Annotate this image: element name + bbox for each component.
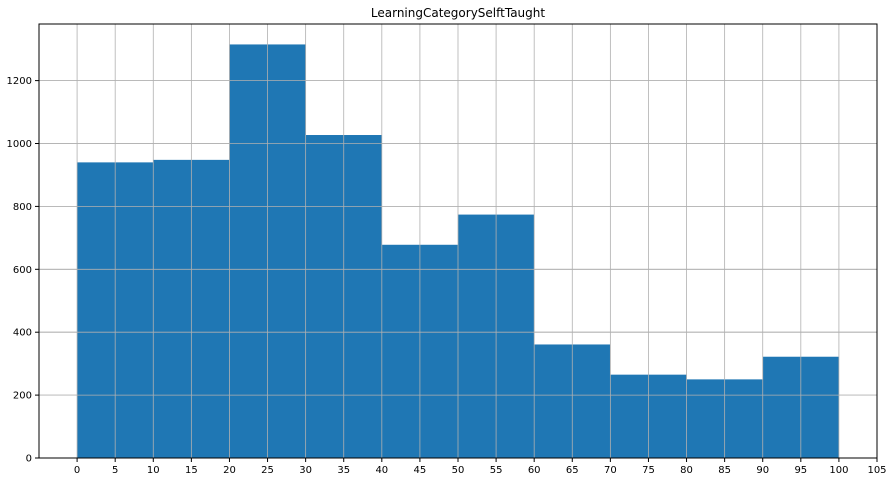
vertical-gridlines bbox=[39, 24, 878, 459]
x-tick-label: 65 bbox=[566, 465, 579, 476]
x-tick-label: 15 bbox=[185, 465, 198, 476]
x-tick-label: 50 bbox=[452, 465, 465, 476]
x-tick-label: 75 bbox=[642, 465, 655, 476]
x-axis-ticks: 0 5 10 15 20 25 30 35 40 45 50 55 60 65 70 75 80 85 90 95 10… bbox=[74, 458, 887, 476]
x-tick-label: 60 bbox=[528, 465, 541, 476]
x-tick-label: 100 bbox=[829, 465, 848, 476]
y-tick-label: 1200 bbox=[7, 76, 32, 87]
x-tick-label: 85 bbox=[718, 465, 731, 476]
x-tick-label: 30 bbox=[299, 465, 312, 476]
x-tick-label: 35 bbox=[337, 465, 350, 476]
x-tick-label: 55 bbox=[490, 465, 503, 476]
x-tick-label: 5 bbox=[112, 465, 118, 476]
x-tick-label: 95 bbox=[794, 465, 807, 476]
y-tick-label: 600 bbox=[13, 265, 32, 276]
y-tick-label: 400 bbox=[13, 328, 32, 339]
x-tick-label: 40 bbox=[375, 465, 388, 476]
chart-title: LearningCategorySelftTaught bbox=[371, 6, 545, 20]
y-axis-ticks: 0 200 400 600 800 1000 1200 bbox=[7, 76, 39, 465]
x-tick-label: 45 bbox=[414, 465, 427, 476]
x-tick-label: 10 bbox=[147, 465, 160, 476]
x-tick-label: 20 bbox=[223, 465, 236, 476]
x-tick-label: 70 bbox=[604, 465, 617, 476]
x-tick-label: 90 bbox=[756, 465, 769, 476]
x-tick-label: 80 bbox=[680, 465, 693, 476]
x-tick-label: 105 bbox=[867, 465, 886, 476]
y-tick-label: 200 bbox=[13, 391, 32, 402]
y-tick-label: 0 bbox=[26, 454, 32, 465]
x-tick-label: 0 bbox=[74, 465, 80, 476]
y-tick-label: 800 bbox=[13, 202, 32, 213]
y-tick-label: 1000 bbox=[7, 139, 32, 150]
x-tick-label: 25 bbox=[261, 465, 274, 476]
